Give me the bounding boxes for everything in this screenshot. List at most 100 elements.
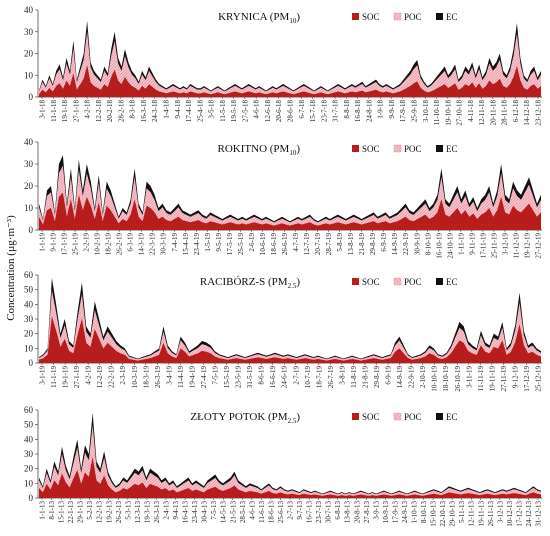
series-poc-area	[39, 424, 541, 498]
x-tick-label: 31-5-19	[246, 366, 254, 389]
y-tick-label: 30	[24, 27, 34, 37]
x-tick-label: 15-5-19	[223, 366, 231, 389]
x-tick-label: 16-6-19	[269, 366, 277, 389]
y-tick-label: 10	[24, 203, 34, 213]
x-tick-label: 9-7-13	[296, 501, 304, 520]
y-tick-label: 30	[24, 449, 34, 459]
x-tick-label: 12-2-18	[95, 100, 103, 123]
x-tick-label: 20-11-18	[489, 100, 497, 126]
x-tick-label: 24-9-13	[401, 501, 409, 524]
x-tick-label: 25-6-13	[277, 501, 285, 524]
x-tick-label: 15-10-13	[430, 501, 438, 527]
x-tick-label: 5-8-19	[336, 233, 344, 252]
x-tick-label: 17-11-19	[479, 233, 487, 259]
x-tick-label: 9-4-13	[172, 501, 180, 520]
legend-label-poc: POC	[404, 12, 422, 22]
x-tick-label: 7-5-13	[210, 501, 218, 520]
legend-label-soc: SOC	[362, 12, 380, 22]
x-tick-label: 23-7-13	[315, 501, 323, 524]
x-tick-label: 21-5-13	[229, 501, 237, 524]
x-tick-label: 8-3-18	[129, 100, 137, 119]
x-tick-label: 16-10-19	[435, 233, 443, 259]
y-tick-label: 10	[24, 343, 34, 353]
panel-title: RACIBÓRZ-S (PM2.5)	[200, 276, 300, 290]
y-tick-label: 40	[24, 137, 34, 147]
x-tick-label: 12-11-13	[468, 501, 476, 527]
legend-swatch-ec	[436, 145, 443, 152]
x-tick-label: 25-4-18	[196, 100, 204, 123]
x-tick-label: 28-5-13	[239, 501, 247, 524]
y-tick-label: 10	[24, 70, 34, 80]
x-tick-label: 19-11-13	[477, 501, 485, 527]
x-tick-label: 7-5-19	[212, 366, 220, 385]
x-tick-label: 13-8-19	[347, 233, 355, 256]
x-tick-label: 15-1-13	[58, 501, 66, 524]
panel-1: 0 10 20 30 40 3-1-18 11-1-18 19-1-18 27-1-18 4-2-…	[24, 5, 543, 126]
x-tick-label: 1-4-18	[163, 100, 171, 119]
x-tick-label: 12-6-18	[264, 100, 272, 123]
y-tick-label: 20	[24, 181, 34, 191]
y-tick-label: 50	[24, 420, 34, 430]
legend-label-ec: EC	[446, 12, 458, 22]
y-tick-label: 20	[24, 49, 34, 59]
x-tick-label: 27-10-18	[456, 100, 464, 126]
legend-label-soc: SOC	[362, 277, 380, 287]
x-tick-label: 14-9-19	[391, 233, 399, 256]
y-tick-label: 60	[24, 405, 34, 415]
legend-label-ec: EC	[446, 412, 458, 422]
x-tick-label: 11-5-18	[219, 100, 227, 122]
panel-title: ROKITNO (PM10)	[218, 143, 301, 157]
x-tick-label: 20-2-18	[106, 100, 114, 123]
x-tick-label: 12-2-13	[96, 501, 104, 524]
x-tick-label: 26-10-19	[454, 366, 462, 392]
x-tick-label: 27-8-13	[363, 501, 371, 524]
x-tick-label: 31-7-18	[332, 100, 340, 123]
x-tick-label: 8-10-19	[424, 233, 432, 256]
y-axis-label: Concentration (µg·m⁻³)	[5, 215, 17, 321]
x-tick-label: 26-11-13	[487, 501, 495, 527]
legend-label-ec: EC	[446, 277, 458, 287]
x-tick-label: 10-12-13	[506, 501, 514, 527]
x-tick-label: 17-9-13	[391, 501, 399, 524]
x-tick-label: 2-7-13	[287, 501, 295, 520]
x-tick-label: 30-4-13	[201, 501, 209, 524]
x-tick-label: 12-11-18	[478, 100, 486, 126]
x-tick-label: 11-11-19	[477, 366, 485, 392]
x-tick-label: 16-7-13	[306, 501, 314, 524]
x-tick-label: 25-5-19	[237, 233, 245, 256]
x-tick-label: 14-9-19	[396, 366, 404, 389]
panel-title: KRYNICA (PM10)	[218, 11, 300, 25]
x-tick-label: 19-11-19	[488, 366, 496, 392]
series-soc-area	[39, 65, 541, 97]
x-tick-label: 17-4-18	[185, 100, 193, 123]
x-tick-label: 29-1-13	[77, 501, 85, 524]
legend-label-poc: POC	[404, 277, 422, 287]
x-tick-label: 3-5-18	[208, 100, 216, 119]
panels: 0 10 20 30 40 3-1-18 11-1-18 19-1-18 27-1-18 4-2-…	[24, 5, 543, 527]
x-tick-label: 27-11-19	[500, 366, 508, 392]
x-tick-label: 10-3-19	[131, 366, 139, 389]
series-soc-area	[39, 192, 541, 230]
x-tick-label: 27-5-18	[241, 100, 249, 123]
series-poc-area	[39, 289, 541, 363]
x-tick-label: 22-9-19	[402, 233, 410, 256]
x-tick-label: 2-3-19	[119, 366, 127, 385]
x-tick-label: 27-12-19	[535, 233, 543, 259]
x-tick-label: 27-4-19	[200, 366, 208, 389]
x-tick-label: 11-10-18	[433, 100, 441, 126]
x-tick-label: 29-10-13	[449, 501, 457, 527]
x-tick-label: 6-7-18	[298, 100, 306, 119]
x-tick-label: 5-11-13	[458, 501, 466, 523]
x-tick-label: 9-1-19	[50, 233, 58, 252]
x-tick-label: 28-11-18	[501, 100, 509, 126]
legend-label-ec: EC	[446, 144, 458, 154]
legend-label-poc: POC	[404, 144, 422, 154]
x-tick-label: 20-6-18	[275, 100, 283, 123]
x-tick-label: 29-8-19	[369, 233, 377, 256]
x-tick-label: 1-9-18	[377, 100, 385, 119]
x-tick-label: 11-8-19	[350, 366, 358, 388]
y-tick-label: 40	[24, 5, 34, 15]
x-tick-label: 4-2-18	[84, 100, 92, 119]
